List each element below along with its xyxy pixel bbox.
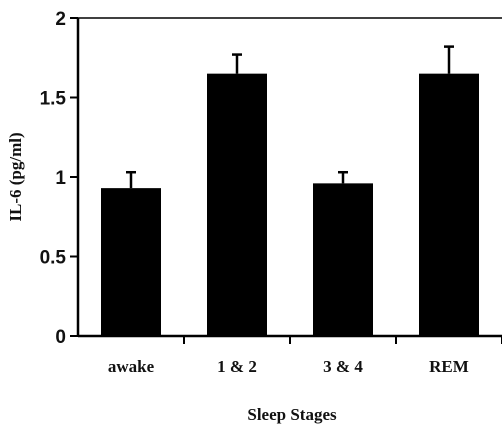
category-labels: awake 1 & 2 3 & 4 REM [108, 357, 469, 376]
x-axis-title: Sleep Stages [247, 405, 337, 424]
y-tick-label: 1 [55, 168, 66, 189]
error-bars-group [126, 45, 454, 189]
y-axis-ticks: 0 0.5 1 1.5 2 [40, 9, 78, 348]
bar [101, 188, 161, 336]
bar [419, 73, 479, 337]
bar [313, 183, 373, 336]
x-axis-ticks [183, 336, 502, 344]
category-label: awake [108, 357, 155, 376]
y-tick-label: 0.5 [40, 248, 67, 269]
y-tick-label: 0 [55, 327, 66, 348]
category-label: 1 & 2 [217, 357, 257, 376]
y-tick-label: 2 [55, 9, 66, 30]
category-label: 3 & 4 [323, 357, 363, 376]
y-tick-label: 1.5 [40, 89, 67, 110]
bar [207, 73, 267, 337]
bars-group [101, 73, 479, 337]
category-label: REM [429, 357, 469, 376]
y-axis-title: IL-6 (pg/ml) [6, 132, 25, 221]
